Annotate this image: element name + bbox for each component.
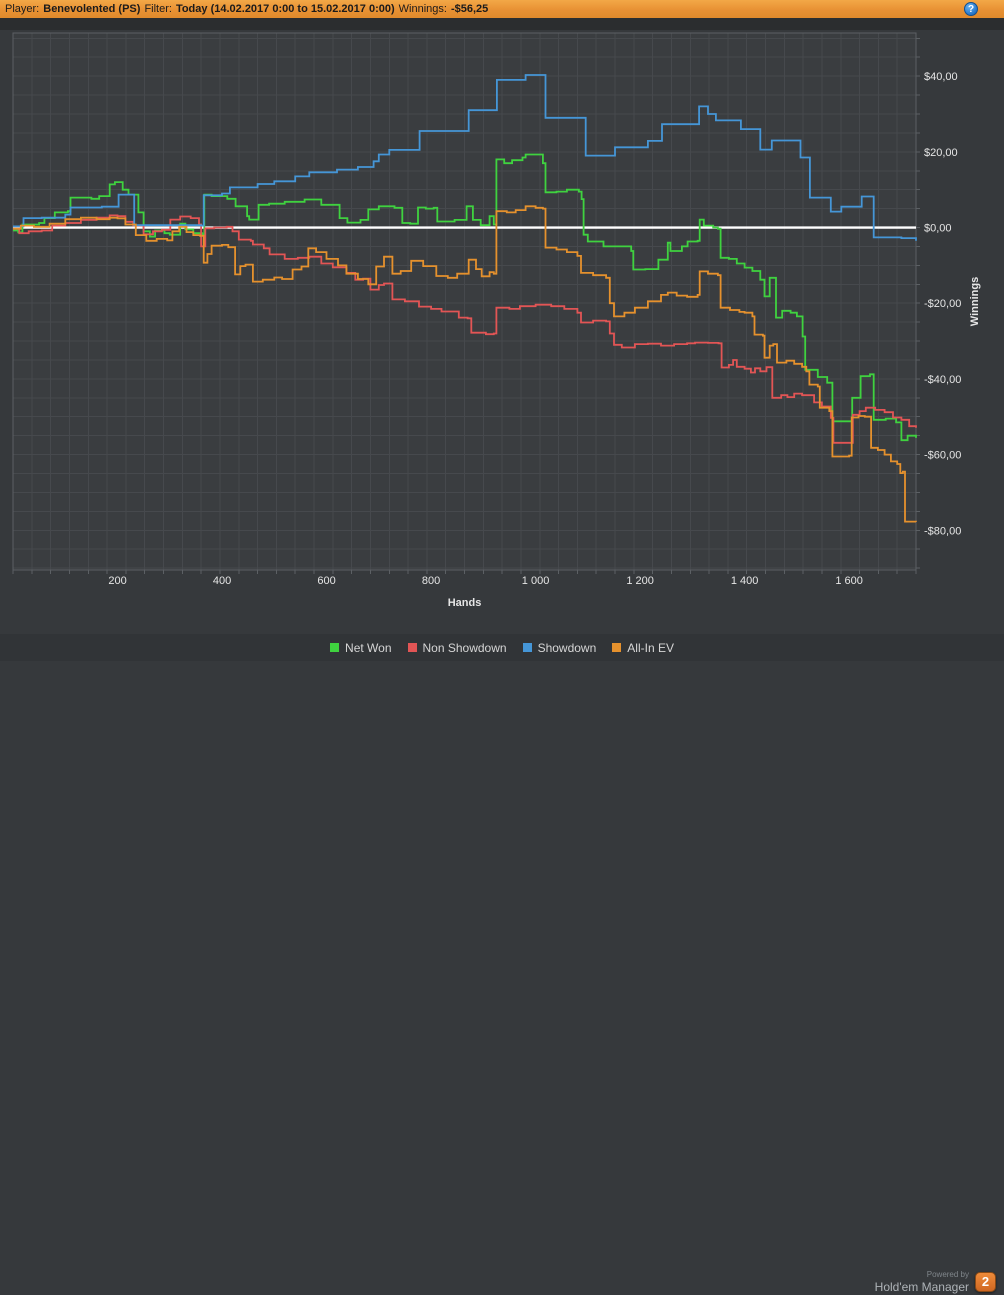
x-tick-label: 1 200 [626, 575, 654, 587]
filter-label: Filter: [144, 3, 172, 15]
y-tick-label: -$80,00 [924, 525, 961, 537]
winnings-label: Winnings: [398, 3, 447, 15]
series-non-showdown [13, 214, 917, 444]
legend-item-net-won[interactable]: Net Won [330, 640, 392, 655]
legend-item-showdown[interactable]: Showdown [522, 640, 597, 655]
legend-label: Non Showdown [422, 640, 507, 655]
brand-name: Hold'em Manager [874, 1279, 969, 1294]
player-value: Benevolented (PS) [43, 3, 141, 15]
y-axis-title: Winnings [969, 277, 981, 326]
legend-swatch-icon [522, 643, 532, 652]
x-tick-label: 1 400 [731, 575, 759, 587]
legend-label: All-In EV [627, 640, 674, 655]
winnings-value: -$56,25 [450, 3, 489, 15]
player-label: Player: [5, 3, 40, 15]
legend-swatch-icon [330, 643, 340, 652]
status-bar: Player: Benevolented (PS) Filter: Today … [0, 0, 1004, 18]
chart-legend: Net Won Non Showdown Showdown All-In EV [0, 634, 1004, 661]
x-tick-label: 600 [317, 575, 335, 587]
brand: Powered by Hold'em Manager 2 [875, 1268, 996, 1295]
x-tick-label: 400 [213, 575, 231, 587]
gridlines [13, 33, 916, 570]
y-tick-label: -$20,00 [924, 298, 961, 310]
x-tick-label: 800 [422, 575, 440, 587]
axis-ticks [12, 37, 920, 574]
y-tick-label: $0,00 [924, 223, 952, 235]
x-tick-label: 1 600 [835, 575, 863, 587]
y-tick-label: $40,00 [924, 71, 958, 83]
topbar-shadow-strip [0, 18, 1004, 30]
x-axis-title: Hands [448, 597, 482, 609]
y-tick-label: -$40,00 [924, 374, 961, 386]
legend-item-all-in-ev[interactable]: All-In EV [612, 641, 674, 655]
series-showdown [13, 74, 917, 241]
y-tick-label: $20,00 [924, 147, 958, 159]
winnings-graph: 200 400 600 800 1 000 1 200 1 400 1 600 $40,00 $2… [12, 32, 981, 609]
filter-value: Today (14.02.2017 0:00 to 15.02.2017 0:0… [175, 3, 395, 15]
x-tick-label: 200 [108, 575, 126, 587]
x-tick-label: 1 000 [522, 575, 550, 587]
legend-label: Net Won [345, 640, 392, 655]
legend-item-non-showdown[interactable]: Non Showdown [407, 640, 507, 655]
help-icon[interactable]: ? [964, 2, 978, 16]
bottom-bar: Net Won Non Showdown Showdown All-In EV Pow… [0, 634, 1004, 1293]
legend-label: Showdown [537, 640, 597, 655]
hm2-badge-icon: 2 [975, 1271, 996, 1292]
powered-by-label: Powered by [926, 1269, 969, 1279]
legend-swatch-icon [407, 643, 417, 652]
legend-swatch-icon [612, 643, 622, 652]
y-tick-label: -$60,00 [924, 450, 961, 462]
series-all-in-ev [13, 205, 917, 523]
